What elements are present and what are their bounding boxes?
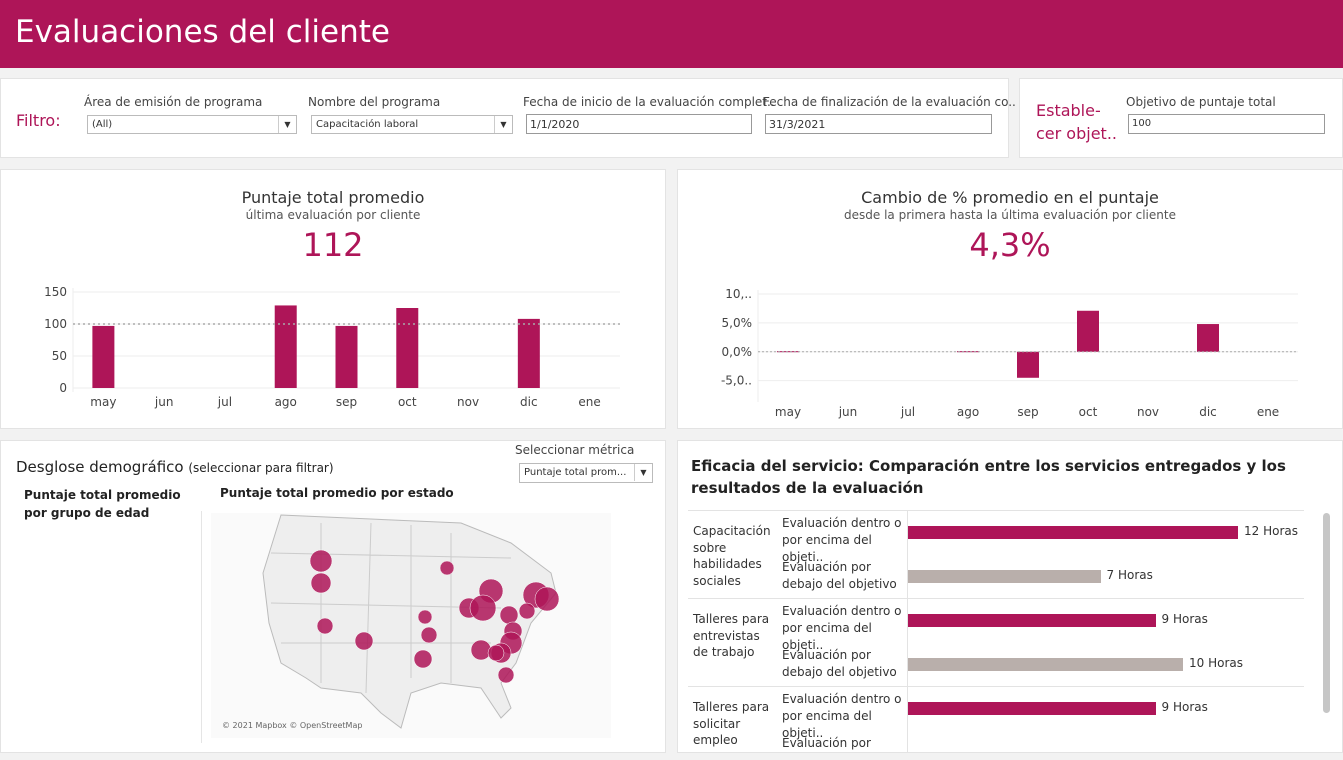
state-bubble[interactable] bbox=[420, 626, 438, 644]
hours-label: 9 Horas bbox=[1161, 612, 1208, 626]
demographics-panel: Desglose demográfico (seleccionar para f… bbox=[0, 440, 666, 753]
state-bubble[interactable] bbox=[499, 605, 519, 625]
map-attribution: © 2021 Mapbox © OpenStreetMap bbox=[222, 721, 363, 730]
hours-bar[interactable] bbox=[908, 614, 1156, 627]
demographics-title-text: Desglose demográfico bbox=[16, 458, 184, 476]
state-bubble[interactable] bbox=[316, 617, 334, 635]
kpi-score-panel: Puntaje total promedio última evaluación… bbox=[0, 169, 666, 429]
hours-label: 10 Horas bbox=[1189, 656, 1243, 670]
hours-label: 7 Horas bbox=[1106, 568, 1153, 582]
program-filter-value: Capacitación laboral bbox=[316, 119, 419, 130]
state-bubble[interactable] bbox=[413, 649, 433, 669]
state-bubble[interactable] bbox=[470, 639, 492, 661]
hours-bar[interactable] bbox=[908, 526, 1238, 539]
program-filter-dropdown[interactable]: Capacitación laboral ▼ bbox=[311, 115, 513, 134]
filter-panel: Filtro: Área de emisión de programa (All… bbox=[0, 78, 1016, 158]
state-map[interactable] bbox=[211, 513, 611, 738]
end-date-input[interactable]: 31/3/2021 bbox=[765, 114, 992, 134]
service-name: Talleres para entrevistas de trabajo bbox=[693, 612, 770, 659]
hours-label: 12 Horas bbox=[1244, 524, 1298, 538]
map-title: Puntaje total promedio por estado bbox=[220, 486, 454, 500]
kpi-score-title: Puntaje total promedio bbox=[241, 188, 425, 207]
divider bbox=[907, 687, 908, 752]
demographics-title: Desglose demográfico (seleccionar para f… bbox=[16, 458, 334, 476]
state-bubble[interactable] bbox=[497, 666, 515, 684]
divider bbox=[907, 511, 908, 599]
service-name: Capacitación sobre habilidades sociales bbox=[693, 524, 771, 588]
kpi-change-panel: Cambio de % promedio en el puntaje desde… bbox=[677, 169, 1343, 429]
state-bubble[interactable] bbox=[469, 594, 497, 622]
state-bubble[interactable] bbox=[487, 644, 505, 662]
metric-label: Seleccionar métrica bbox=[515, 443, 635, 457]
service-group: Capacitación sobre habilidades sociales E… bbox=[688, 510, 1304, 599]
hours-label: 9 Horas bbox=[1161, 700, 1208, 714]
target-label-line: Estable- bbox=[1036, 101, 1101, 120]
service-group: Talleres para entrevistas de trabajo Eval… bbox=[688, 598, 1304, 687]
kpi-change-subtitle: desde la primera hasta la última evaluac… bbox=[844, 208, 1176, 222]
result-label: Evaluación dentro o por encima del objet… bbox=[782, 604, 902, 652]
hours-bar[interactable] bbox=[908, 658, 1183, 671]
service-title: Eficacia del servicio: Comparación entre… bbox=[691, 457, 1286, 497]
metric-value: Puntaje total prom... bbox=[524, 467, 627, 478]
service-chart: Capacitación sobre habilidades sociales E… bbox=[678, 510, 1318, 752]
hours-bar[interactable] bbox=[908, 702, 1156, 715]
area-filter-value: (All) bbox=[92, 119, 113, 130]
kpi-score-value: 112 bbox=[302, 226, 364, 264]
scrollbar[interactable] bbox=[1323, 513, 1330, 713]
end-date-label: Fecha de finalización de la evaluación c… bbox=[763, 95, 1016, 109]
state-bubble[interactable] bbox=[439, 560, 455, 576]
chevron-down-icon: ▼ bbox=[494, 116, 512, 133]
demographics-title-suffix: (seleccionar para filtrar) bbox=[188, 461, 334, 475]
service-panel: Eficacia del servicio: Comparación entre… bbox=[677, 440, 1343, 753]
kpi-change-title: Cambio de % promedio en el puntaje bbox=[861, 188, 1159, 207]
start-date-input[interactable]: 1/1/2020 bbox=[526, 114, 752, 134]
metric-dropdown[interactable]: Puntaje total prom... ▼ bbox=[519, 463, 653, 483]
area-filter-dropdown[interactable]: (All) ▼ bbox=[87, 115, 297, 134]
score-by-month-chart bbox=[1, 1, 667, 261]
state-bubble[interactable] bbox=[534, 586, 560, 612]
state-bubble[interactable] bbox=[417, 609, 433, 625]
page-title: Evaluaciones del cliente bbox=[15, 14, 390, 50]
kpi-change-value: 4,3% bbox=[969, 226, 1051, 264]
filter-label: Filtro: bbox=[16, 111, 61, 130]
chevron-down-icon: ▼ bbox=[634, 464, 652, 481]
area-filter-label: Área de emisión de programa bbox=[84, 95, 263, 109]
divider bbox=[907, 599, 908, 687]
state-borders bbox=[270, 522, 512, 694]
result-label: Evaluación dentro o por encima del objet… bbox=[782, 692, 902, 740]
target-label-line: cer objet.. bbox=[1036, 124, 1117, 143]
state-bubble[interactable] bbox=[518, 602, 536, 620]
service-group: Talleres para solicitar empleo Evaluación… bbox=[688, 686, 1304, 752]
start-date-label: Fecha de inicio de la evaluación complet… bbox=[523, 95, 775, 109]
result-label: Evaluación por debajo bbox=[782, 736, 871, 750]
service-name: Talleres para solicitar empleo bbox=[693, 700, 770, 747]
result-label: Evaluación dentro o por encima del objet… bbox=[782, 516, 902, 564]
hours-bar[interactable] bbox=[908, 570, 1101, 583]
age-chart-title: Puntaje total promedio por grupo de edad bbox=[24, 488, 181, 520]
state-bubble[interactable] bbox=[310, 572, 332, 594]
state-bubble[interactable] bbox=[354, 631, 374, 651]
header-bar: Evaluaciones del cliente bbox=[0, 0, 1343, 68]
target-field-label: Objetivo de puntaje total bbox=[1126, 95, 1276, 109]
us-landmass bbox=[262, 514, 557, 729]
kpi-score-subtitle: última evaluación por cliente bbox=[245, 208, 421, 222]
chevron-down-icon: ▼ bbox=[278, 116, 296, 133]
target-panel: Estable-cer objet.. Objetivo de puntaje … bbox=[1019, 78, 1343, 158]
target-label: Estable-cer objet.. bbox=[1036, 99, 1117, 145]
program-filter-label: Nombre del programa bbox=[308, 95, 441, 109]
result-label: Evaluación por debajo del objetivo bbox=[782, 648, 897, 679]
divider bbox=[201, 511, 202, 743]
state-bubble[interactable] bbox=[309, 549, 333, 573]
result-label: Evaluación por debajo del objetivo bbox=[782, 560, 897, 591]
target-input[interactable]: 100 bbox=[1128, 114, 1325, 134]
